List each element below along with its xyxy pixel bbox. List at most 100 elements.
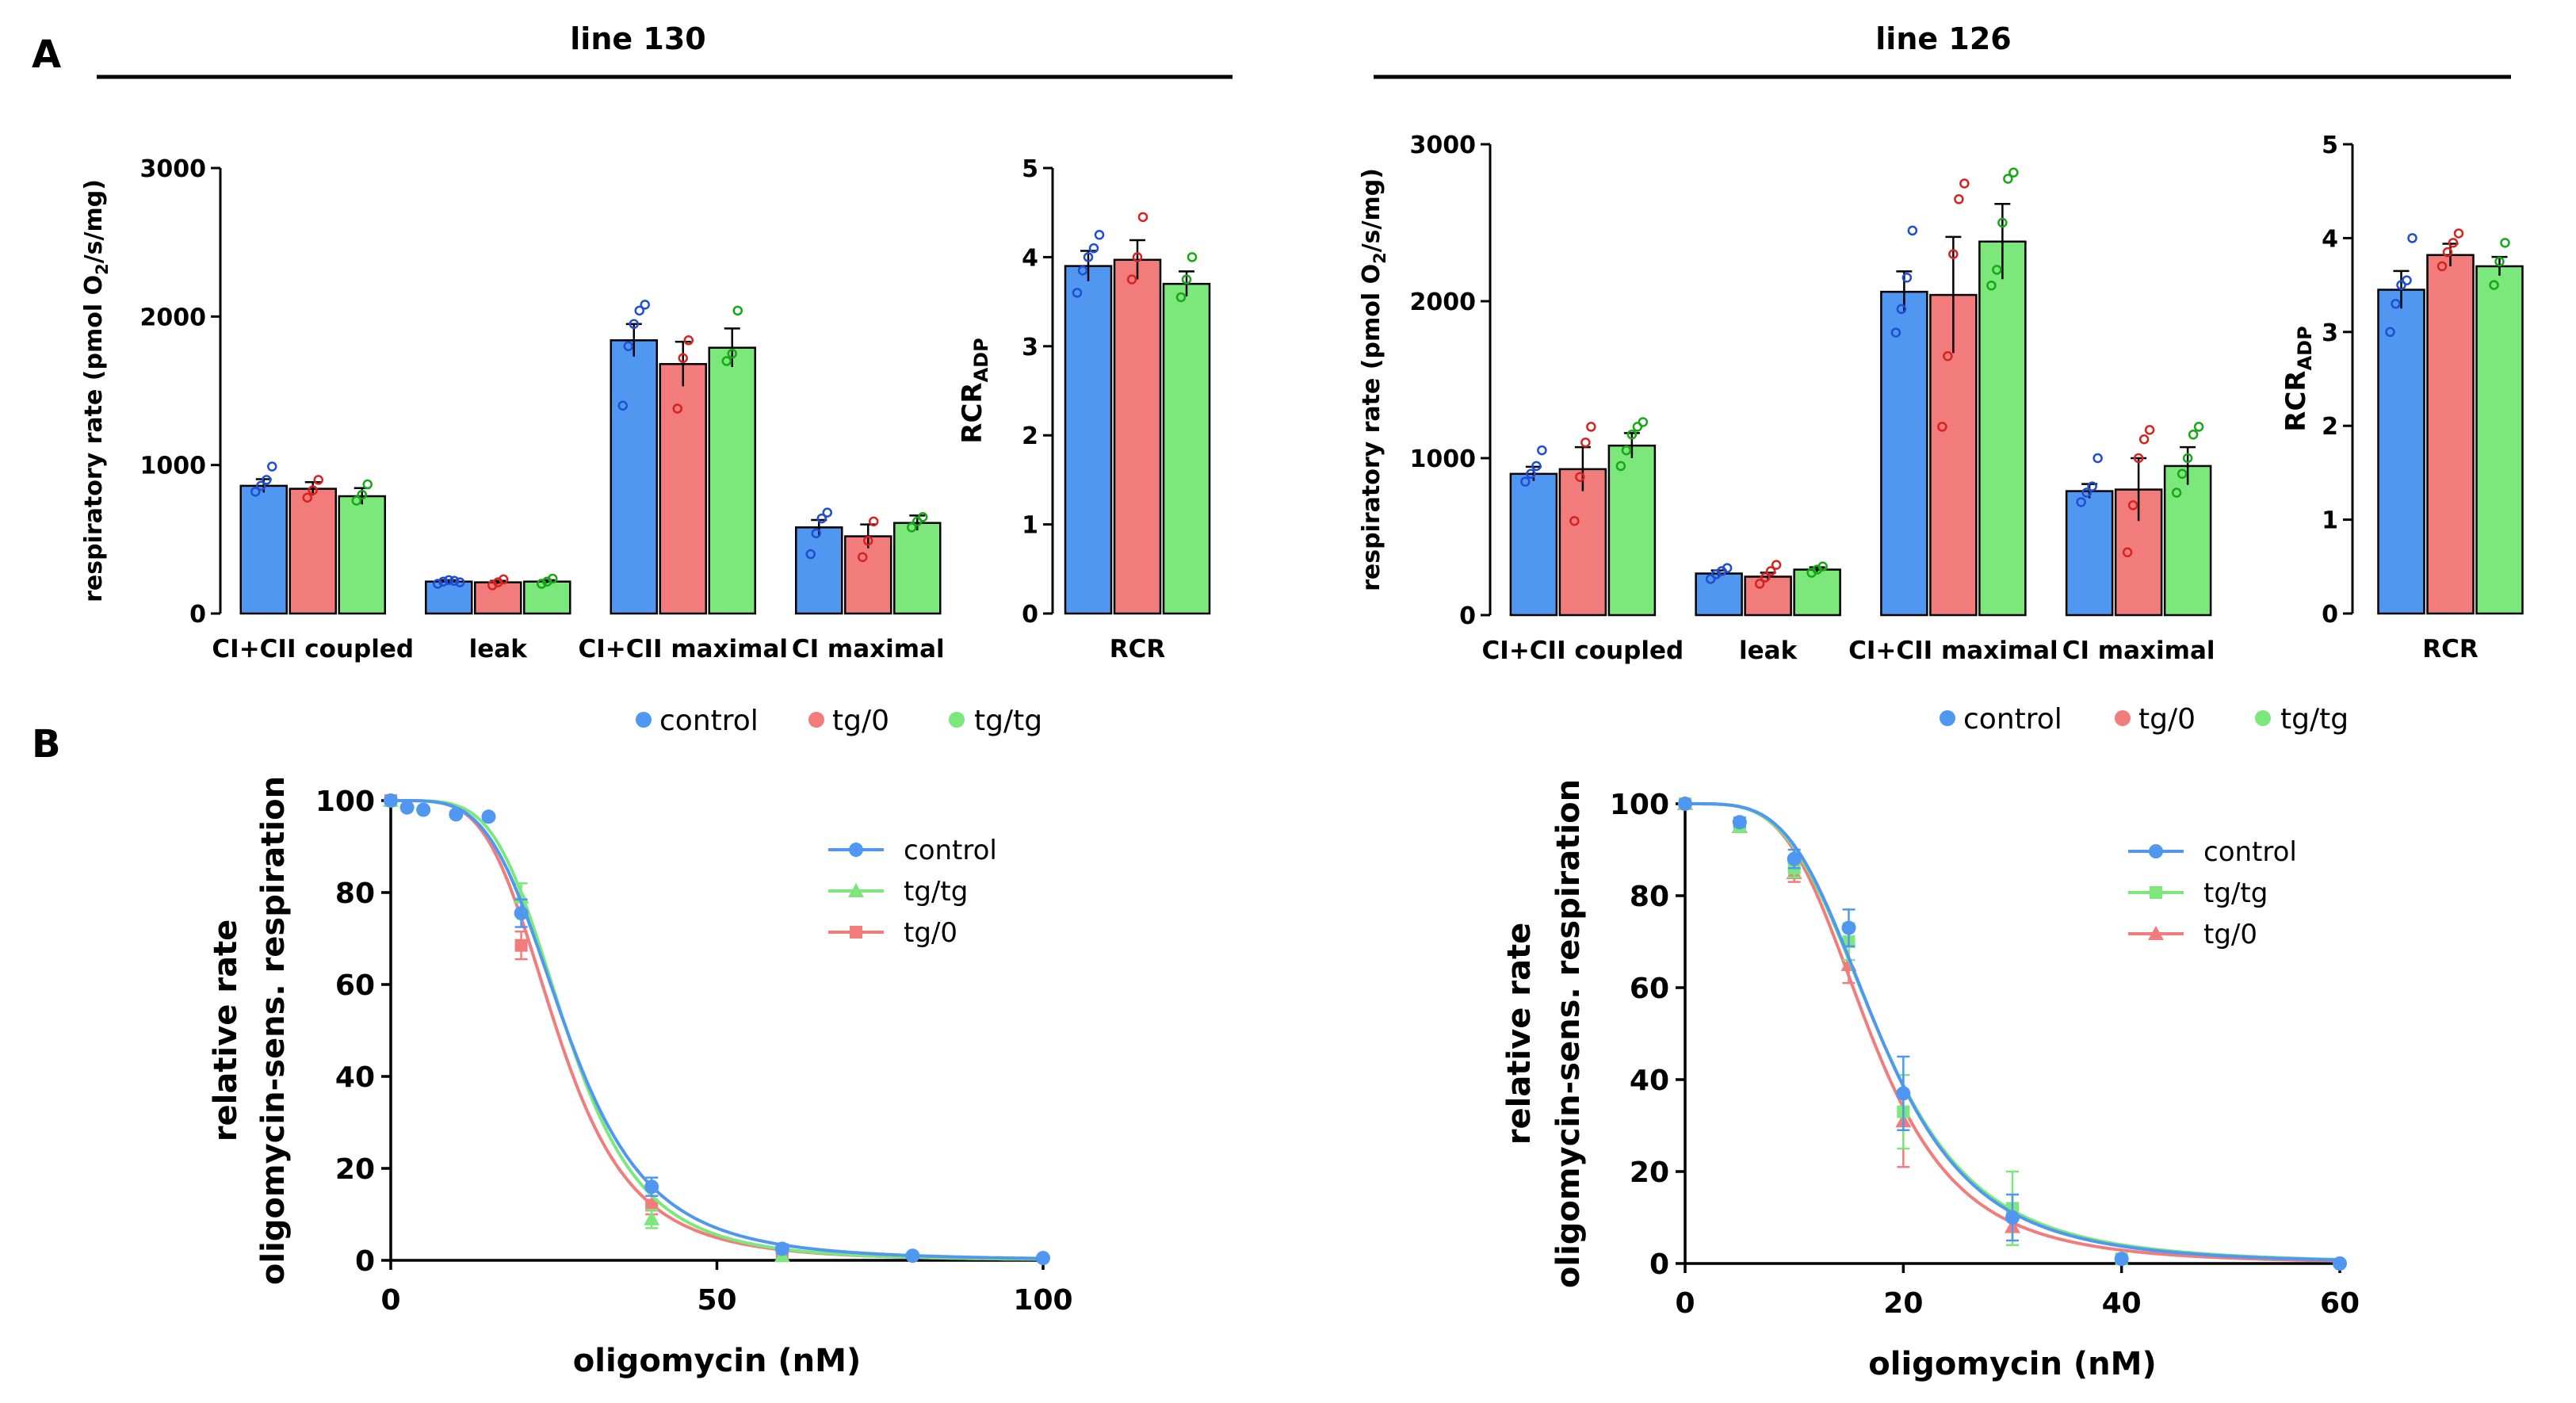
data-point — [548, 573, 558, 584]
legend-label-tg-tg: tg/tg — [2203, 877, 2268, 909]
data-point — [308, 485, 318, 495]
data-point — [2177, 468, 2188, 480]
data-point — [805, 549, 816, 560]
data-point — [1722, 563, 1733, 573]
bar-control-ci-cii-coupled — [1509, 472, 1558, 617]
y-tick-label: 0 — [1459, 602, 1476, 630]
y-tick-label: 2 — [2322, 413, 2338, 441]
data-point — [2127, 500, 2138, 510]
data-point — [250, 487, 261, 497]
x-tick-label: leak — [469, 635, 529, 663]
x-tick-label: CI+CII coupled — [212, 635, 414, 663]
bar-control-ci-maximal — [795, 526, 843, 615]
data-point-tg-0 — [645, 1198, 659, 1212]
data-point — [1175, 292, 1187, 303]
legend-item-tgtg: tg/tg — [2255, 703, 2349, 736]
data-point — [1187, 252, 1198, 262]
y-axis-label-line1: relative rate — [208, 919, 244, 1142]
y-tick-label: 100 — [315, 786, 375, 818]
data-point — [351, 495, 361, 506]
data-point-control — [1678, 797, 1692, 811]
data-point — [2171, 487, 2182, 498]
y-tick-label: 3000 — [140, 155, 207, 183]
data-point — [683, 335, 694, 346]
legend-item-tgtg: tg/tg — [949, 705, 1042, 737]
data-point — [1181, 274, 1192, 285]
data-point — [1896, 304, 1907, 315]
legend-dot-tg0 — [808, 712, 824, 728]
legend-a-left: control tg/0 tg/tg — [636, 705, 1042, 737]
y-tick-label: 2 — [1022, 422, 1038, 450]
data-point — [455, 577, 465, 587]
panel-label-a: A — [32, 32, 61, 77]
dose-response-line126: 0 20 40 60 80 100 0 20 40 60 oligomycin (nM) relati… — [1501, 779, 2360, 1382]
data-point-control — [1841, 920, 1856, 935]
legend-label-tg0: tg/0 — [2138, 703, 2196, 736]
x-tick-label: CI maximal — [792, 635, 945, 663]
legend-marker-tg-tg — [2150, 886, 2162, 899]
y-tick-label: 60 — [1630, 973, 1669, 1005]
data-point — [537, 579, 547, 589]
legend-marker-tg-tg — [848, 883, 864, 897]
data-point — [869, 516, 879, 527]
data-point — [1077, 266, 1088, 276]
y-tick-label: 40 — [335, 1061, 375, 1094]
data-point — [863, 535, 873, 546]
x-tick-label: CI+CII maximal — [1848, 637, 2058, 665]
data-point-control — [2114, 1252, 2129, 1267]
y-tick-label: 0 — [355, 1245, 375, 1278]
data-point — [1083, 252, 1094, 262]
y-tick-label: 1 — [2322, 507, 2338, 535]
data-point — [1705, 574, 1716, 584]
data-point — [1626, 430, 1638, 440]
x-tick-label: 40 — [2102, 1287, 2142, 1320]
legend-label-tg-0: tg/0 — [2203, 919, 2257, 950]
bar-tg-tg-ci-cii-coupled — [1607, 444, 1657, 617]
data-point-control — [481, 809, 496, 824]
y-tick-label: 20 — [1630, 1156, 1669, 1189]
data-point — [1959, 178, 1970, 189]
data-point — [1072, 288, 1083, 298]
y-tick-label: 80 — [1630, 881, 1669, 913]
data-point — [1526, 468, 1536, 480]
bar-tg-0-ci-maximal — [844, 535, 892, 615]
data-point — [1520, 476, 1531, 487]
legend-dot-tg0 — [2115, 710, 2131, 726]
data-point — [1890, 327, 1901, 338]
group-title-line130: line 130 — [570, 21, 705, 56]
data-point — [918, 511, 928, 522]
bar-tg-tg-rcr — [1162, 282, 1211, 615]
data-point-control — [416, 802, 431, 817]
bar-tg-tg-ci-cii-maximal — [1978, 240, 2027, 617]
bar-chart-line130-rcr: 0 1 2 3 4 5 RCRADP RCR — [957, 155, 1211, 663]
data-point — [444, 575, 454, 586]
legend-label-control: control — [1963, 703, 2062, 736]
data-point — [907, 522, 917, 533]
data-point — [617, 400, 628, 411]
bar-tg-0-ci-cii-maximal — [659, 363, 707, 615]
data-point — [313, 475, 323, 485]
data-point-control — [399, 800, 415, 815]
bar-control-rcr — [1064, 265, 1113, 615]
data-point — [1569, 515, 1580, 526]
fit-curve-control — [391, 799, 1043, 1260]
legend-dot-control — [636, 712, 652, 728]
data-point-tg-0 — [514, 939, 528, 952]
bar-chart-line130-rates: 0 1000 2000 3000 respiratory rate (pmol O2/s… — [80, 155, 945, 663]
data-point — [2122, 547, 2133, 558]
legend-dot-tgtg — [949, 712, 965, 728]
bar-tg-tg-rcr — [2475, 265, 2524, 615]
data-point — [727, 348, 737, 359]
legend-item-tg0: tg/0 — [808, 705, 889, 737]
data-point — [1817, 561, 1828, 572]
y-tick-label: 60 — [335, 969, 375, 1002]
data-point — [1094, 230, 1105, 240]
data-point — [2453, 228, 2464, 239]
bar-tg-0-ci-cii-coupled — [289, 487, 337, 615]
data-point — [1132, 252, 1143, 262]
dose-response-line130: 0 20 40 60 80 100 0 50 100 oligomycin (nM) relativ… — [208, 776, 1073, 1379]
fit-curve-tg-tg — [391, 799, 1043, 1261]
y-tick-label: 100 — [1610, 789, 1669, 821]
legend-item-control: control — [1940, 703, 2062, 736]
